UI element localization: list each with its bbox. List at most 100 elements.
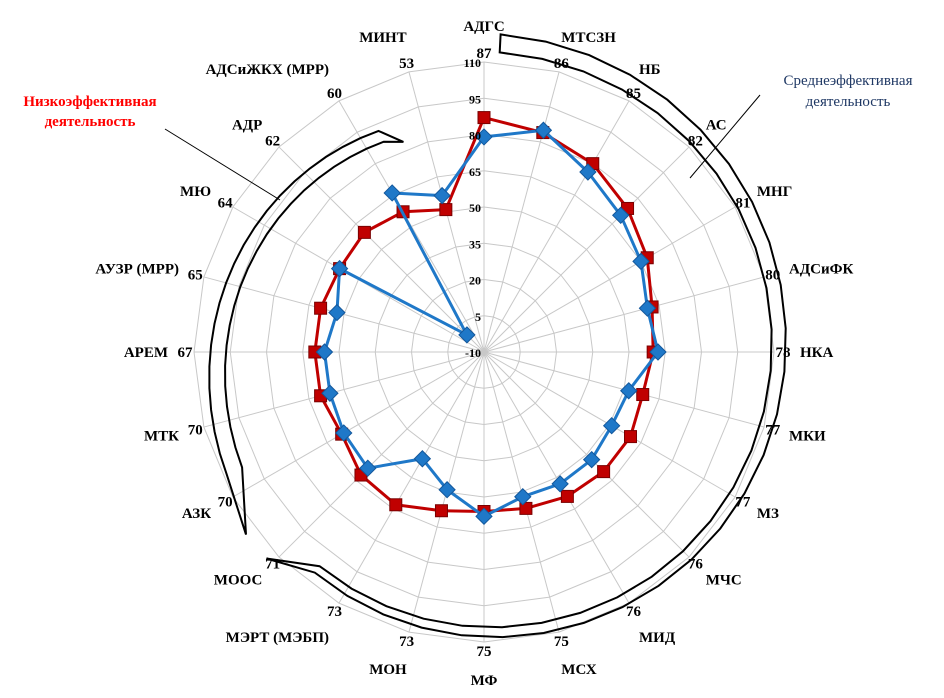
category-label: МЗ	[757, 506, 779, 522]
category-label: МСХ	[561, 662, 597, 678]
series-2-point	[359, 459, 377, 477]
series-1-point	[560, 489, 574, 503]
series-2-point	[475, 507, 493, 526]
category-label: МТК	[144, 428, 179, 444]
series-1-point	[597, 465, 611, 479]
tick-label: 80	[469, 129, 481, 143]
category-label: АДСиЖКХ (МРР)	[206, 62, 329, 78]
category-label: МИНТ	[359, 30, 407, 46]
grid-spoke	[483, 351, 690, 558]
annotations: Низкоэффективная деятельность Среднеэффе…	[23, 73, 913, 201]
series-2-point	[551, 475, 569, 493]
tick-label: 50	[469, 201, 481, 215]
series-2-point	[315, 343, 334, 361]
mid-note-line1: Среднеэффективная	[784, 73, 913, 89]
score-label: 75	[554, 634, 569, 650]
category-label: МЧС	[706, 573, 742, 589]
grid-spoke	[338, 351, 485, 604]
category-label: МКИ	[789, 428, 826, 444]
radial-tick-labels: -10 5 20 35 50 65 80 95 110	[464, 56, 481, 360]
score-label: 67	[178, 345, 194, 361]
score-label: 62	[265, 134, 280, 150]
score-label: 77	[735, 495, 751, 511]
score-label: 73	[399, 634, 414, 650]
low-note-line2: деятельность	[45, 114, 136, 130]
category-label: МОН	[369, 662, 407, 678]
series-2-point	[602, 417, 621, 435]
grid-spoke	[483, 206, 736, 353]
grid-spoke	[338, 100, 485, 353]
score-label: 86	[554, 56, 570, 72]
score-label: 75	[477, 644, 492, 660]
score-label: 70	[188, 422, 203, 438]
series-1-point	[357, 225, 371, 239]
low-note-leader	[164, 128, 281, 201]
tick-label: -10	[465, 346, 481, 360]
category-label: АДР	[232, 117, 262, 133]
category-label: МООС	[214, 573, 263, 589]
series-2-point	[632, 252, 650, 271]
tick-label: 110	[464, 56, 481, 70]
score-label: 65	[188, 268, 203, 284]
score-label: 85	[626, 86, 641, 102]
grid-spoke	[483, 71, 560, 353]
series-1-point	[636, 388, 650, 402]
series-2-point	[638, 299, 657, 317]
category-label: МФ	[471, 673, 498, 689]
series-2-point	[321, 384, 339, 402]
category-label: МЭРТ (МЭБП)	[226, 630, 329, 646]
score-label: 53	[399, 56, 414, 72]
score-label: 80	[765, 268, 780, 284]
grid-spoke	[232, 351, 485, 498]
series-1-point	[389, 498, 403, 512]
series-2-point	[458, 326, 476, 344]
category-label: АУЗР (МРР)	[95, 262, 179, 278]
category-label: МЮ	[180, 184, 211, 200]
category-label: АДГС	[463, 19, 504, 35]
score-label: 82	[688, 134, 703, 150]
grid-spoke	[278, 146, 485, 353]
series-2-point	[438, 481, 456, 499]
category-label: МНГ	[757, 184, 792, 200]
series-1-point	[314, 301, 328, 315]
low-group-bracket	[208, 129, 404, 535]
category-label: НКА	[800, 345, 834, 361]
series-2-point	[534, 121, 553, 139]
category-label: МТСЗН	[561, 30, 616, 46]
score-label: 77	[765, 422, 781, 438]
series-2-point	[335, 424, 353, 442]
score-label: 87	[477, 46, 493, 62]
series-2-point	[330, 259, 349, 278]
series-2-point	[383, 184, 401, 202]
category-label: АРЕМ	[124, 345, 168, 361]
series-2-point	[620, 382, 638, 400]
mid-note-line2: деятельность	[806, 94, 891, 110]
group-brackets	[208, 33, 787, 639]
data-series	[308, 111, 667, 526]
score-label: 76	[688, 556, 704, 572]
grid-spoke	[203, 351, 485, 428]
series-2-point	[582, 450, 601, 469]
tick-label: 5	[475, 310, 481, 324]
tick-label: 95	[469, 92, 481, 106]
score-label: 64	[218, 196, 234, 212]
mid-group-bracket	[266, 33, 787, 639]
grid-spoke	[483, 276, 765, 353]
series-1-point	[434, 504, 448, 518]
score-label: 78	[776, 345, 791, 361]
low-note-line1: Низкоэффективная	[23, 94, 156, 110]
score-label: 76	[626, 604, 642, 620]
score-label: 60	[327, 86, 342, 102]
grid-spoke	[483, 146, 690, 353]
score-label: 70	[218, 495, 233, 511]
mid-note-leader	[689, 94, 761, 179]
score-label: 71	[265, 556, 280, 572]
grid-spoke	[278, 351, 485, 558]
tick-label: 20	[469, 274, 481, 288]
category-label: АС	[706, 117, 727, 133]
series-2-point	[579, 163, 597, 181]
series-2-point	[413, 450, 432, 468]
category-label: АДСиФК	[789, 262, 854, 278]
